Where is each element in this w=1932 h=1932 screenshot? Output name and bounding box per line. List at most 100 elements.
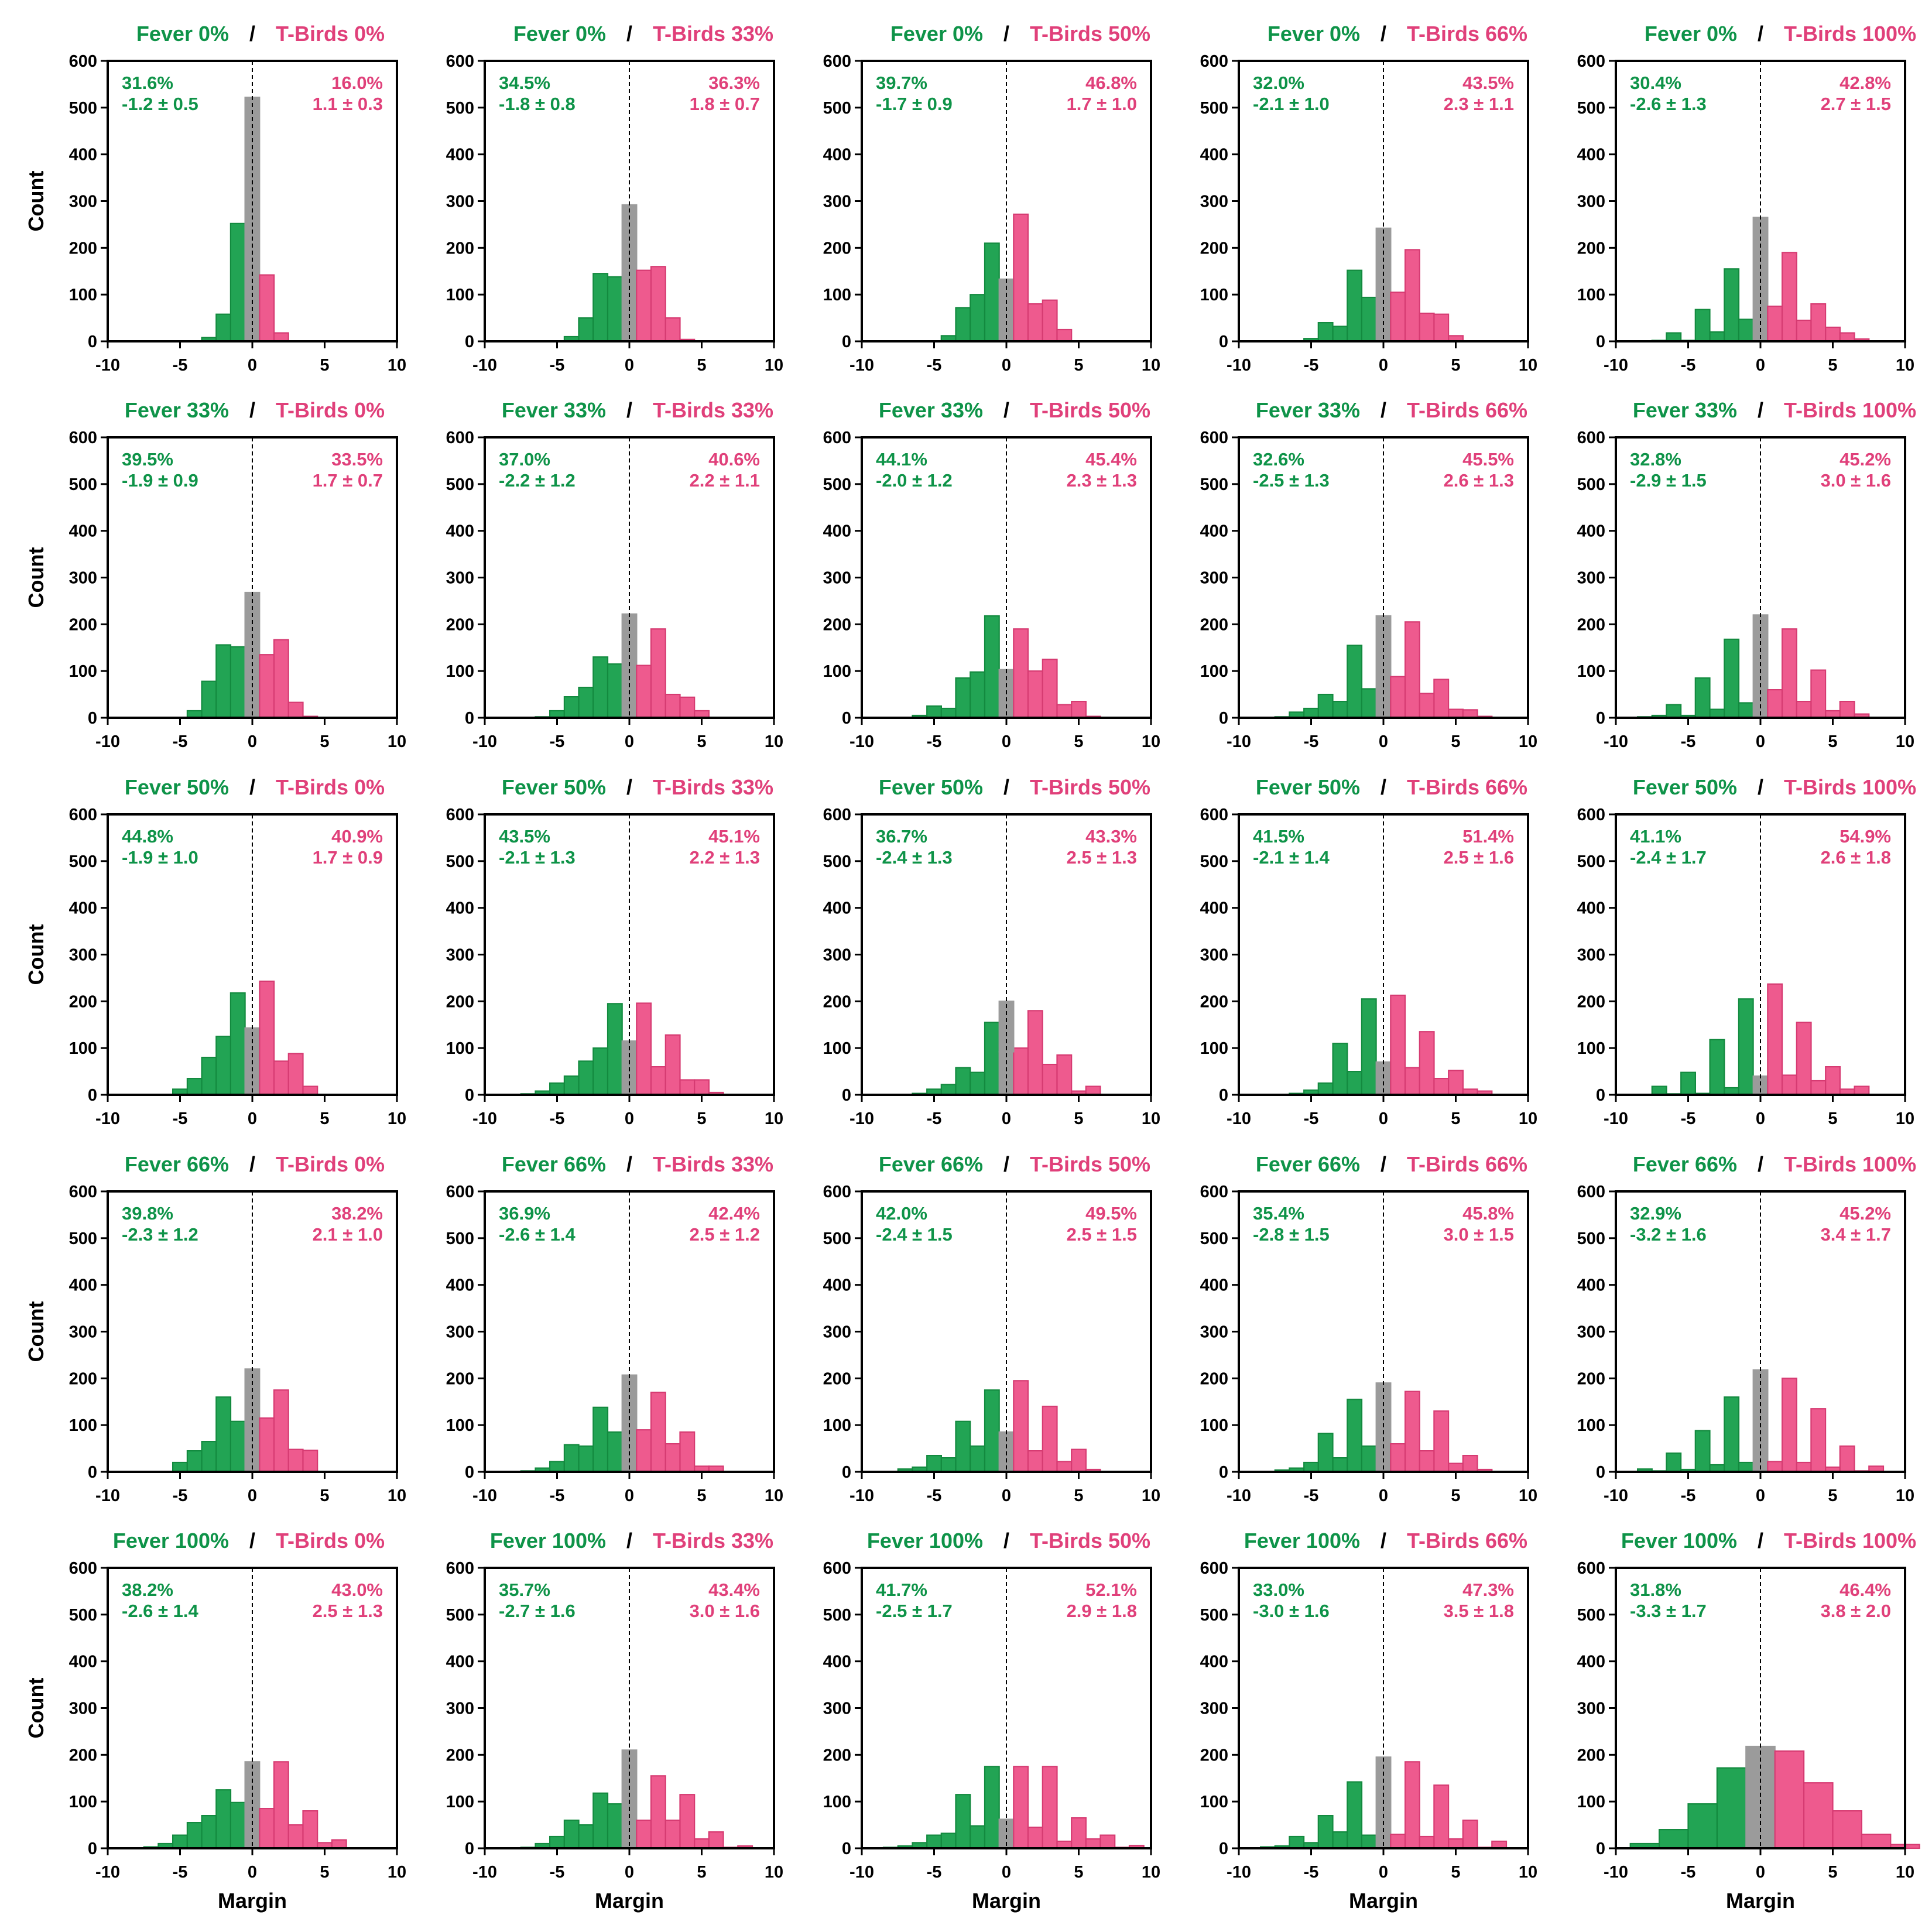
- fever-margin-stat: -2.1 ± 1.3: [499, 847, 576, 868]
- tbirds-bar: [1448, 1838, 1464, 1849]
- x-tick-label: 5: [1451, 356, 1460, 375]
- x-tick-label: 0: [1379, 1486, 1388, 1505]
- y-tick-label: 300: [823, 1700, 851, 1718]
- x-tick-label: -10: [1604, 356, 1628, 375]
- x-tick-label: 10: [1142, 356, 1160, 375]
- fever-bar: [1724, 638, 1740, 719]
- fever-win-percent: 37.0%: [499, 449, 550, 470]
- x-tick-label: -5: [1681, 356, 1696, 375]
- x-tick-label: -10: [1227, 1863, 1251, 1882]
- fever-title: Fever 33%: [125, 398, 229, 422]
- fever-bar: [578, 317, 594, 342]
- tbirds-margin-stat: 2.9 ± 1.8: [1067, 1601, 1137, 1621]
- x-tick-label: 5: [1451, 1109, 1460, 1128]
- tbirds-bar: [664, 1443, 681, 1473]
- y-tick-label: 0: [842, 709, 851, 728]
- fever-bar: [229, 646, 246, 719]
- x-axis-label: Margin: [595, 1889, 664, 1913]
- fever-margin-stat: -1.9 ± 1.0: [122, 847, 198, 868]
- x-tick-label: 5: [1451, 1486, 1460, 1505]
- x-tick-label: -10: [472, 1863, 497, 1882]
- fever-bar: [1289, 1835, 1305, 1849]
- y-tick-label: 500: [1577, 475, 1605, 494]
- x-tick-label: -10: [472, 1486, 497, 1505]
- y-tick-label: 0: [465, 709, 474, 728]
- x-tick-label: -5: [173, 356, 188, 375]
- histogram-panel: 0 100 200 300 400 500 600 -10 -5 0 5 10 Fever 100% / T…: [24, 1529, 406, 1913]
- x-tick-label: -10: [95, 356, 120, 375]
- title-separator: /: [1381, 398, 1386, 422]
- fever-title: Fever 66%: [879, 1152, 983, 1176]
- y-axis-label: Count: [24, 547, 48, 608]
- fever-bar: [970, 671, 986, 719]
- tbirds-bar: [1071, 700, 1087, 719]
- x-tick-label: -10: [1227, 732, 1251, 751]
- fever-margin-stat: -2.2 ± 1.2: [499, 470, 576, 491]
- tbirds-bar: [636, 1820, 652, 1849]
- fever-win-percent: 32.8%: [1630, 449, 1681, 470]
- fever-bar: [186, 1822, 203, 1849]
- y-tick-label: 0: [842, 333, 851, 351]
- fever-margin-stat: -2.9 ± 1.5: [1630, 470, 1707, 491]
- tbirds-bar: [1027, 303, 1043, 342]
- y-tick-label: 600: [823, 52, 851, 71]
- tbirds-bar: [679, 696, 696, 719]
- x-tick-label: -10: [1604, 1863, 1628, 1882]
- y-tick-label: 500: [446, 1229, 474, 1248]
- title-separator: /: [1381, 1529, 1386, 1553]
- y-tick-label: 400: [1577, 1276, 1605, 1295]
- tbirds-bar: [1027, 670, 1043, 719]
- tbirds-title: T-Birds 0%: [276, 1152, 385, 1176]
- tbirds-bar: [1027, 1450, 1043, 1473]
- y-tick-label: 300: [69, 1700, 97, 1718]
- y-tick-label: 300: [69, 1323, 97, 1342]
- x-tick-label: -5: [173, 732, 188, 751]
- x-tick-label: 5: [697, 1486, 706, 1505]
- x-tick-label: 0: [1002, 356, 1011, 375]
- fever-bar: [1361, 296, 1377, 342]
- tbirds-bar: [1825, 326, 1841, 342]
- fever-bar: [1709, 1039, 1725, 1096]
- tbirds-margin-stat: 2.3 ± 1.3: [1067, 470, 1137, 491]
- y-tick-label: 100: [446, 286, 474, 304]
- tbirds-title: T-Birds 33%: [653, 22, 773, 46]
- fever-bar: [1666, 332, 1682, 342]
- tbirds-margin-stat: 2.6 ± 1.8: [1821, 847, 1891, 868]
- tbirds-title: T-Birds 100%: [1784, 1152, 1916, 1176]
- fever-bar: [1724, 268, 1740, 342]
- fever-bar: [926, 1834, 942, 1849]
- x-tick-label: -5: [550, 356, 565, 375]
- tbirds-bar: [636, 269, 652, 342]
- tbirds-bar: [636, 664, 652, 719]
- tbirds-win-percent: 54.9%: [1839, 826, 1891, 847]
- fever-win-percent: 41.7%: [876, 1580, 927, 1600]
- y-tick-label: 200: [823, 239, 851, 258]
- tbirds-bar: [1085, 1085, 1101, 1096]
- fever-bar: [1303, 707, 1319, 719]
- fever-bar: [1332, 1043, 1348, 1096]
- fever-bar: [229, 1420, 246, 1473]
- histogram-panel: 0 100 200 300 400 500 600 -10 -5 0 5 10 Fever 100% / T…: [823, 1529, 1161, 1913]
- tbirds-bar: [650, 1775, 666, 1849]
- fever-bar: [1347, 1070, 1363, 1096]
- x-tick-label: 5: [320, 1863, 329, 1882]
- fever-bar: [1317, 1082, 1334, 1096]
- tbirds-bar: [1839, 332, 1855, 342]
- x-axis-label: Margin: [1726, 1889, 1795, 1913]
- x-tick-label: 10: [1519, 1863, 1537, 1882]
- y-tick-label: 100: [1577, 662, 1605, 681]
- y-tick-label: 100: [823, 286, 851, 304]
- fever-win-percent: 41.5%: [1253, 826, 1304, 847]
- y-tick-label: 600: [446, 806, 474, 824]
- fever-bar: [1332, 700, 1348, 719]
- tbirds-bar: [1433, 1784, 1450, 1849]
- y-tick-label: 600: [1200, 52, 1228, 71]
- tbirds-bar: [1390, 676, 1406, 719]
- y-tick-label: 400: [1200, 1276, 1228, 1295]
- tbirds-margin-stat: 1.1 ± 0.3: [313, 94, 383, 114]
- y-tick-label: 0: [842, 1086, 851, 1105]
- x-tick-label: 0: [248, 1863, 257, 1882]
- fever-bar: [1687, 1803, 1718, 1849]
- x-tick-label: 0: [1002, 1109, 1011, 1128]
- fever-bar: [984, 242, 1000, 342]
